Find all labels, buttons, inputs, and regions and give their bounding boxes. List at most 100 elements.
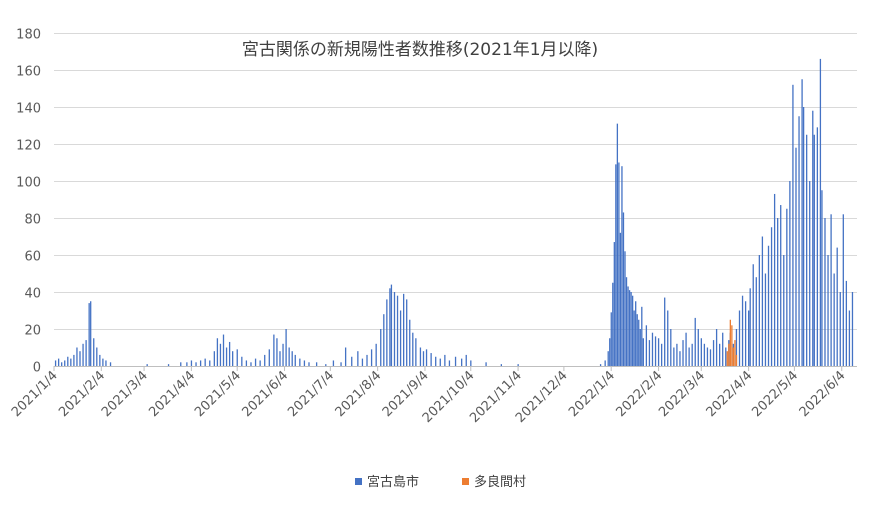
bar-miyakojima xyxy=(186,362,188,366)
bar-miyakojima xyxy=(232,351,234,366)
bar-miyakojima xyxy=(236,349,238,366)
bar-miyakojima xyxy=(812,110,814,366)
bar-miyakojima xyxy=(758,255,760,366)
bar-miyakojima xyxy=(399,310,402,366)
bar-miyakojima xyxy=(315,362,318,366)
bar-miyakojima xyxy=(383,314,385,366)
legend-label-miyakojima: 宮古島市 xyxy=(367,474,419,490)
bar-miyakojima xyxy=(419,347,422,366)
bar-miyakojima xyxy=(276,338,278,366)
bar-miyakojima xyxy=(783,255,785,366)
bar-miyakojima xyxy=(842,214,844,366)
bar-miyakojima xyxy=(444,354,446,366)
bar-miyakojima xyxy=(73,354,75,366)
bar-miyakojima xyxy=(228,341,231,366)
bar-miyakojima xyxy=(199,360,202,366)
bar-miyakojima xyxy=(412,332,414,366)
bar-miyakojima xyxy=(821,190,823,366)
bar-miyakojima xyxy=(303,360,306,366)
bar-miyakojima xyxy=(625,277,628,366)
bar-miyakojima xyxy=(610,312,612,366)
bar-miyakojima xyxy=(61,362,63,366)
bar-miyakojima xyxy=(819,58,822,367)
bar-miyakojima xyxy=(638,319,640,366)
bar-miyakojima xyxy=(195,362,197,366)
bar-miyakojima xyxy=(801,79,803,366)
bar-miyakojima xyxy=(225,347,228,366)
bar-miyakojima xyxy=(435,356,437,366)
bar-miyakojima xyxy=(396,295,399,366)
bar-miyakojima xyxy=(604,360,606,366)
bar-miyakojima xyxy=(755,277,757,366)
bar-miyakojima xyxy=(618,162,620,366)
bar-tarama xyxy=(732,347,735,366)
bar-miyakojima xyxy=(406,299,408,366)
bar-miyakojima xyxy=(622,212,625,366)
legend-label-tarama: 多良間村 xyxy=(474,474,526,490)
bar-miyakojima xyxy=(670,329,672,366)
bar-miyakojima xyxy=(279,351,281,366)
bar-miyakojima xyxy=(370,349,373,366)
bar-miyakojima xyxy=(454,356,457,366)
bar-miyakojima xyxy=(448,360,451,366)
bar-miyakojima xyxy=(816,127,819,366)
y-tick-label: 0 xyxy=(33,361,41,376)
bar-miyakojima xyxy=(389,288,391,366)
bar-miyakojima xyxy=(366,354,368,366)
bar-miyakojima xyxy=(390,284,393,366)
bar-miyakojima xyxy=(764,273,767,366)
bar-miyakojima xyxy=(268,349,270,366)
bar-miyakojima xyxy=(470,360,472,366)
bar-miyakojima xyxy=(651,332,654,366)
bar-miyakojima xyxy=(375,343,377,366)
bar-miyakojima xyxy=(642,338,644,366)
bar-tarama xyxy=(735,354,738,366)
bar-miyakojima xyxy=(430,353,432,366)
bar-miyakojima xyxy=(827,255,829,366)
bar-miyakojima xyxy=(752,264,754,366)
bar-miyakojima xyxy=(627,286,629,366)
bar-miyakojima xyxy=(82,343,84,366)
bar-miyakojima xyxy=(836,247,838,366)
bar-miyakojima xyxy=(357,351,359,366)
bar-miyakojima xyxy=(777,218,779,366)
bar-miyakojima xyxy=(282,343,284,366)
bar-miyakojima xyxy=(691,343,693,366)
bar-miyakojima xyxy=(697,329,699,366)
bar-miyakojima xyxy=(722,332,724,366)
bar-miyakojima xyxy=(802,107,805,366)
bar-miyakojima xyxy=(332,360,335,366)
bar-miyakojima xyxy=(712,340,715,366)
bar-miyakojima xyxy=(613,242,615,366)
bar-miyakojima xyxy=(770,227,773,366)
bar-miyakojima xyxy=(607,351,609,366)
bar-miyakojima xyxy=(738,310,741,366)
bar-miyakojima xyxy=(792,84,794,367)
bar-miyakojima xyxy=(485,362,487,366)
bar-miyakojima xyxy=(635,301,637,366)
bar-miyakojima xyxy=(85,340,87,366)
legend: 宮古島市 多良間村 xyxy=(355,474,526,490)
bar-miyakojima xyxy=(93,338,95,366)
bar-miyakojima xyxy=(621,166,623,366)
bar-miyakojima xyxy=(749,288,751,366)
bar-miyakojima xyxy=(682,340,684,366)
bar-miyakojima xyxy=(96,347,98,366)
bar-miyakojima xyxy=(676,343,678,366)
bar-miyakojima xyxy=(465,354,467,366)
bar-miyakojima xyxy=(789,181,791,366)
bar-miyakojima xyxy=(209,360,211,366)
bar-miyakojima xyxy=(685,332,687,366)
bar-miyakojima xyxy=(425,349,428,366)
bar-miyakojima xyxy=(393,292,396,366)
bar-miyakojima xyxy=(615,164,617,366)
bar-miyakojima xyxy=(630,292,632,366)
y-tick-label: 160 xyxy=(16,65,41,80)
bar-miyakojima xyxy=(380,329,382,366)
bar-miyakojima xyxy=(102,358,104,366)
bar-miyakojima xyxy=(245,360,248,366)
bar-miyakojima xyxy=(709,349,712,366)
bar-miyakojima xyxy=(631,295,634,366)
y-tick-label: 60 xyxy=(24,250,41,265)
